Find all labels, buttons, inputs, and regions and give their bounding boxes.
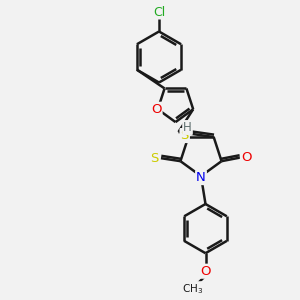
- Text: S: S: [181, 129, 189, 142]
- Text: S: S: [150, 152, 158, 165]
- Text: O: O: [200, 265, 211, 278]
- Text: N: N: [196, 171, 206, 184]
- Text: CH$_3$: CH$_3$: [182, 282, 203, 296]
- Text: O: O: [151, 103, 162, 116]
- Text: H: H: [183, 121, 192, 134]
- Text: O: O: [241, 151, 251, 164]
- Text: Cl: Cl: [153, 5, 165, 19]
